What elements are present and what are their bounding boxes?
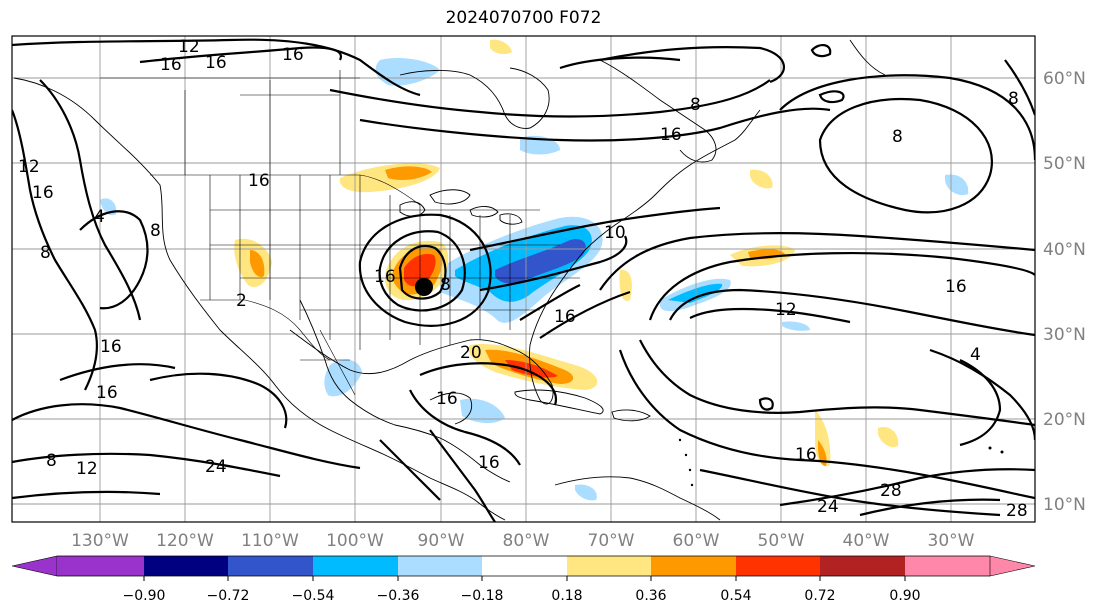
- contour-label: 10: [604, 223, 626, 243]
- contour-label: 12: [18, 157, 40, 177]
- lon-label: 90°W: [418, 531, 465, 551]
- colorbar-tick-label: 0.18: [551, 588, 582, 604]
- contour-label: 16: [554, 307, 576, 327]
- colorbar-tick-label: 0.54: [720, 588, 751, 604]
- contour-label: 16: [205, 53, 227, 73]
- colorbar-tick-label: 0.36: [635, 588, 666, 604]
- colorbar-segment: [905, 556, 990, 576]
- colorbar-tick-label: 0.90: [889, 588, 920, 604]
- contour-label: 16: [478, 453, 500, 473]
- contour-label: 20: [460, 343, 482, 363]
- lon-label: 110°W: [241, 531, 299, 551]
- colorbar-tick-label: −0.90: [123, 588, 166, 604]
- colorbar-segment: [228, 556, 313, 576]
- contour-label: 2: [236, 291, 247, 311]
- contour-label: 16: [32, 183, 54, 203]
- longitude-axis: 130°W 120°W 110°W 100°W 90°W 80°W 70°W 6…: [71, 531, 975, 551]
- contour-label: 4: [970, 345, 981, 365]
- contour-label: 24: [817, 497, 839, 517]
- contour-label: 28: [1006, 501, 1028, 521]
- contour-label: 8: [46, 451, 57, 471]
- lon-label: 70°W: [588, 531, 635, 551]
- lon-label: 120°W: [156, 531, 214, 551]
- contour-label: 8: [892, 127, 903, 147]
- colorbar-segment: [11, 555, 58, 577]
- contour-label: 8: [690, 95, 701, 115]
- lon-label: 60°W: [673, 531, 720, 551]
- colorbar: −0.90 −0.72 −0.54 −0.36 −0.18 0.18 0.36 …: [11, 555, 1036, 604]
- map-frame: [11, 35, 1036, 523]
- colorbar-tick-label: 0.72: [804, 588, 835, 604]
- contour-label: 16: [282, 45, 304, 65]
- contour-lines: [12, 38, 1035, 522]
- lon-label: 100°W: [326, 531, 384, 551]
- lat-label: 10°N: [1043, 495, 1086, 515]
- colorbar-segment: [736, 556, 820, 576]
- contour-label: 16: [374, 267, 396, 287]
- contour-label: 16: [248, 171, 270, 191]
- colorbar-segment: [651, 556, 736, 576]
- lon-label: 80°W: [503, 531, 550, 551]
- colorbar-tick-label: −0.18: [461, 588, 504, 604]
- map-title: 2024070700 F072: [445, 8, 602, 28]
- lat-label: 40°N: [1043, 240, 1086, 260]
- contour-label: 12: [775, 300, 797, 320]
- contour-label-group: 12 16 16 16 12 16 8 4 8 2 16 16 8 12 24 …: [18, 37, 1028, 521]
- latitude-axis: 60°N 50°N 40°N 30°N 20°N 10°N: [1043, 69, 1086, 515]
- contour-label: 4: [94, 207, 105, 227]
- contour-label: 12: [178, 37, 200, 57]
- colorbar-tick-label: −0.72: [207, 588, 250, 604]
- colorbar-segment: [144, 556, 228, 576]
- political-borders: [100, 70, 580, 396]
- lon-label: 30°W: [928, 531, 975, 551]
- contour-label: 28: [880, 481, 902, 501]
- colorbar-tick-label: −0.36: [377, 588, 420, 604]
- contour-label: 8: [440, 275, 451, 295]
- contour-label: 16: [660, 125, 682, 145]
- lat-label: 50°N: [1043, 154, 1086, 174]
- contour-label: 12: [76, 459, 98, 479]
- lon-label: 50°W: [758, 531, 805, 551]
- contour-label: 8: [1008, 89, 1019, 109]
- lat-label: 20°N: [1043, 410, 1086, 430]
- contour-label: 16: [795, 445, 817, 465]
- colorbar-segment: [820, 556, 905, 576]
- lon-label: 130°W: [71, 531, 129, 551]
- contour-label: 16: [436, 389, 458, 409]
- storm-center-marker: [415, 278, 433, 296]
- colorbar-segment: [989, 555, 1036, 577]
- colorbar-segment: [313, 556, 398, 576]
- colorbar-ticks: [143, 576, 906, 581]
- colorbar-segment: [398, 556, 482, 576]
- lat-label: 30°N: [1043, 325, 1086, 345]
- colorbar-segment: [57, 556, 144, 576]
- contour-label: 16: [945, 277, 967, 297]
- contour-label: 8: [150, 221, 161, 241]
- colorbar-tick-label: −0.54: [292, 588, 335, 604]
- contour-label: 8: [40, 243, 51, 263]
- contour-label: 24: [205, 457, 227, 477]
- lon-label: 40°W: [843, 531, 890, 551]
- colorbar-segment: [567, 556, 651, 576]
- contour-label: 16: [96, 383, 118, 403]
- contour-label: 16: [100, 337, 122, 357]
- contour-label: 16: [160, 55, 182, 75]
- colorbar-segment: [482, 556, 567, 576]
- lat-label: 60°N: [1043, 69, 1086, 89]
